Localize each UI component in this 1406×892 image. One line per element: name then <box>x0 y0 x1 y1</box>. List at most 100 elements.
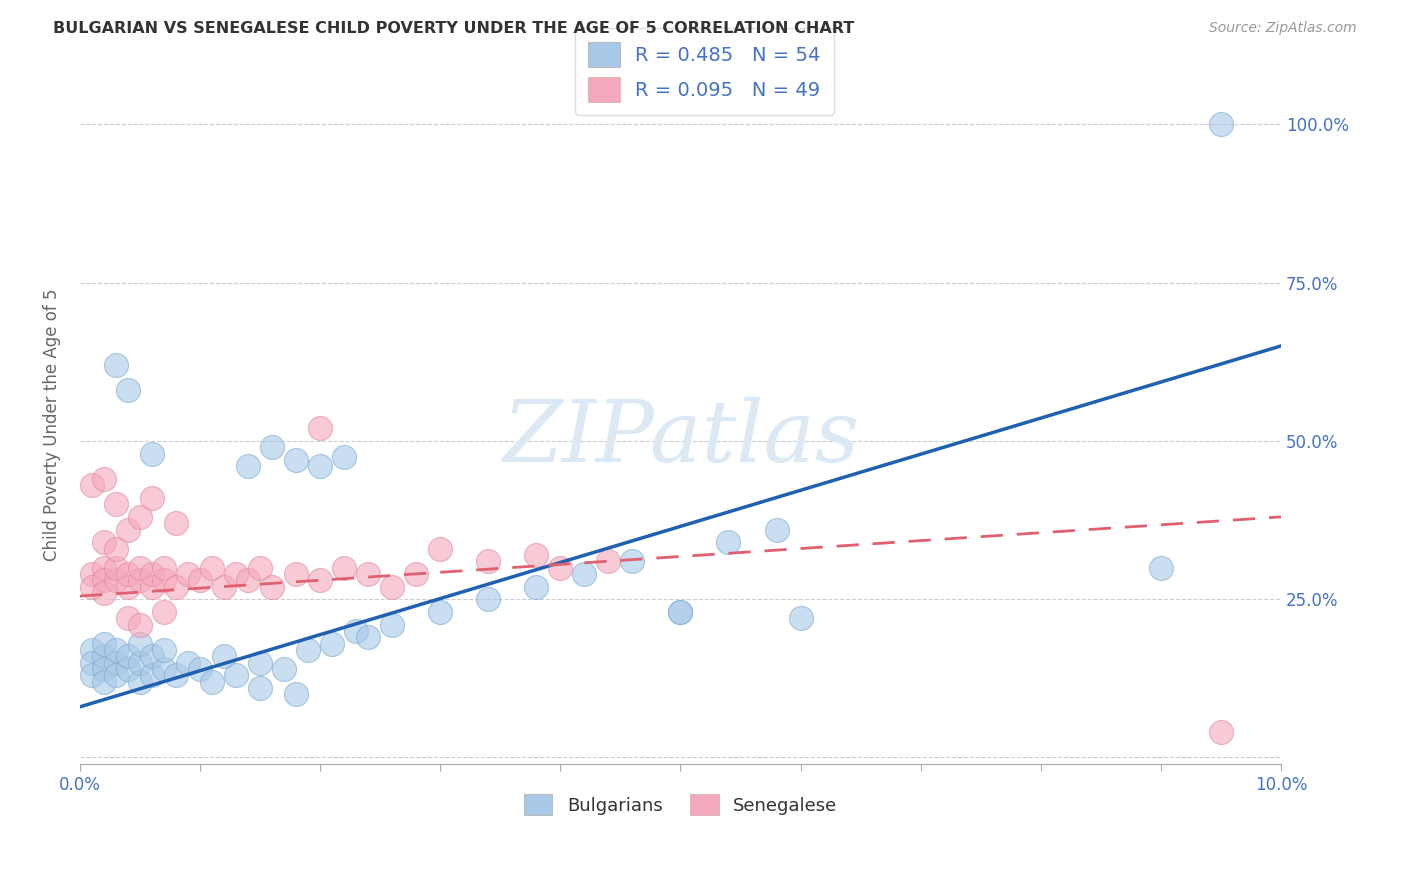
Point <box>80 643 103 657</box>
Point <box>177 656 200 670</box>
Y-axis label: Child Poverty Under the Age of 5: Child Poverty Under the Age of 5 <box>44 289 60 561</box>
Point <box>357 630 380 644</box>
Point <box>153 605 176 619</box>
Point <box>177 566 200 581</box>
Point <box>117 580 139 594</box>
Point <box>429 541 451 556</box>
Point <box>141 447 163 461</box>
Point <box>129 636 152 650</box>
Text: BULGARIAN VS SENEGALESE CHILD POVERTY UNDER THE AGE OF 5 CORRELATION CHART: BULGARIAN VS SENEGALESE CHILD POVERTY UN… <box>53 21 855 37</box>
Point <box>405 566 427 581</box>
Point <box>80 656 103 670</box>
Point <box>153 643 176 657</box>
Point <box>285 566 308 581</box>
Point <box>621 554 644 568</box>
Point <box>477 592 499 607</box>
Point <box>129 656 152 670</box>
Text: Source: ZipAtlas.com: Source: ZipAtlas.com <box>1209 21 1357 36</box>
Point <box>93 472 115 486</box>
Point <box>344 624 367 638</box>
Point <box>104 573 127 587</box>
Point <box>165 516 187 531</box>
Point <box>141 649 163 664</box>
Point <box>357 566 380 581</box>
Point <box>80 478 103 492</box>
Point <box>93 535 115 549</box>
Point <box>1209 117 1232 131</box>
Point <box>117 523 139 537</box>
Point <box>212 649 235 664</box>
Point <box>309 421 332 435</box>
Point <box>129 674 152 689</box>
Point <box>524 548 547 562</box>
Point <box>93 674 115 689</box>
Point <box>598 554 620 568</box>
Point <box>249 656 271 670</box>
Point <box>273 662 295 676</box>
Point <box>141 566 163 581</box>
Point <box>260 440 283 454</box>
Point <box>104 643 127 657</box>
Point <box>765 523 787 537</box>
Point <box>669 605 692 619</box>
Point <box>212 580 235 594</box>
Point <box>236 573 259 587</box>
Point <box>117 384 139 398</box>
Point <box>225 668 247 682</box>
Point <box>249 681 271 695</box>
Point <box>93 586 115 600</box>
Point <box>93 662 115 676</box>
Point <box>104 497 127 511</box>
Point <box>141 491 163 505</box>
Point <box>381 580 404 594</box>
Point <box>93 573 115 587</box>
Legend: Bulgarians, Senegalese: Bulgarians, Senegalese <box>516 788 845 822</box>
Point <box>188 573 211 587</box>
Point <box>1209 725 1232 739</box>
Point <box>309 459 332 474</box>
Point <box>141 668 163 682</box>
Point <box>141 580 163 594</box>
Point <box>104 358 127 372</box>
Point <box>225 566 247 581</box>
Point <box>333 560 356 574</box>
Point <box>201 674 224 689</box>
Point <box>129 509 152 524</box>
Point <box>104 668 127 682</box>
Point <box>297 643 319 657</box>
Point <box>333 450 356 464</box>
Point <box>117 611 139 625</box>
Point <box>104 656 127 670</box>
Point <box>249 560 271 574</box>
Point <box>117 649 139 664</box>
Point <box>321 636 343 650</box>
Point <box>309 573 332 587</box>
Point <box>129 573 152 587</box>
Point <box>285 687 308 701</box>
Point <box>429 605 451 619</box>
Point <box>117 566 139 581</box>
Point <box>93 636 115 650</box>
Point <box>165 668 187 682</box>
Point <box>153 662 176 676</box>
Point <box>153 560 176 574</box>
Point <box>574 566 596 581</box>
Point <box>236 459 259 474</box>
Point <box>717 535 740 549</box>
Text: ZIPatlas: ZIPatlas <box>502 397 859 480</box>
Point <box>381 617 404 632</box>
Point <box>188 662 211 676</box>
Point <box>550 560 572 574</box>
Point <box>80 580 103 594</box>
Point <box>669 605 692 619</box>
Point <box>789 611 811 625</box>
Point <box>104 560 127 574</box>
Point <box>93 560 115 574</box>
Point <box>104 541 127 556</box>
Point <box>477 554 499 568</box>
Point <box>201 560 224 574</box>
Point <box>165 580 187 594</box>
Point <box>129 560 152 574</box>
Point <box>1150 560 1173 574</box>
Point <box>80 566 103 581</box>
